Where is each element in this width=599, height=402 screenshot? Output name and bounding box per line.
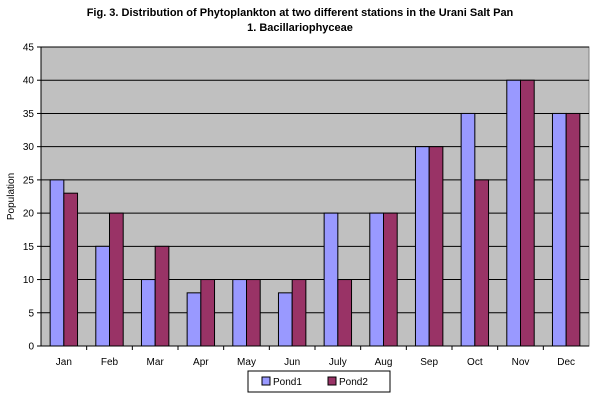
axes <box>37 46 589 350</box>
x-tick-label: Oct <box>467 357 483 368</box>
x-tick-labels: Jan Feb Mar Apr May Jun July Aug Sep Oct Nov Dec <box>56 357 575 368</box>
bar-pond2-apr <box>200 279 216 347</box>
y-tick-label: 45 <box>23 43 35 54</box>
x-tick-label: Jan <box>56 357 72 368</box>
y-tick-labels: 0 5 10 15 20 25 30 35 40 45 <box>23 43 35 353</box>
legend: Pond1 Pond2 <box>247 370 391 393</box>
x-tick-label: Aug <box>375 357 393 368</box>
legend-box <box>247 370 391 393</box>
plot-area <box>40 46 590 347</box>
bar-pond1-oct <box>460 112 476 347</box>
y-tick-label: 25 <box>23 175 35 186</box>
legend-swatch-pond2 <box>327 376 337 386</box>
legend-label-pond1: Pond1 <box>273 377 302 388</box>
y-tick-label: 5 <box>28 308 34 319</box>
bar-pond2-feb <box>109 212 124 347</box>
bar-pond1-nov <box>506 79 521 347</box>
bar-pond1-mar <box>140 279 156 347</box>
chart-subtitle: 1. Bacillariophyceae <box>247 22 353 34</box>
legend-label-pond2: Pond2 <box>339 377 368 388</box>
x-tick-label: Jun <box>284 357 300 368</box>
chart-title: Fig. 3. Distribution of Phytoplankton at… <box>87 7 514 19</box>
bars <box>49 79 581 347</box>
x-tick-label: Sep <box>420 357 438 368</box>
y-tick-label: 15 <box>23 242 35 253</box>
y-tick-label: 0 <box>28 342 34 353</box>
bar-pond2-nov <box>520 79 535 347</box>
bar-pond2-jan <box>63 192 79 347</box>
x-tick-label: Feb <box>101 357 119 368</box>
x-tick-label: July <box>329 357 347 368</box>
y-tick-label: 20 <box>23 209 35 220</box>
bar-pond1-dec <box>551 112 567 347</box>
bar-pond1-may <box>232 279 248 347</box>
bar-pond1-july <box>323 212 339 347</box>
bar-pond2-may <box>246 279 261 347</box>
bar-pond1-apr <box>186 292 202 347</box>
y-tick-label: 10 <box>23 275 35 286</box>
gridlines <box>41 46 589 314</box>
y-tick-label: 40 <box>23 76 35 87</box>
bar-pond2-oct <box>474 179 490 347</box>
y-tick-label: 35 <box>23 109 35 120</box>
x-tick-label: Dec <box>557 357 575 368</box>
bar-pond2-july <box>337 279 353 347</box>
bar-pond2-mar <box>154 245 170 347</box>
bar-pond1-jan <box>49 179 65 347</box>
bar-pond2-sep <box>428 146 444 347</box>
x-tick-label: Nov <box>512 357 530 368</box>
bar-pond1-feb <box>95 245 111 347</box>
y-axis-label: Population <box>6 173 17 220</box>
x-tick-label: Mar <box>147 357 165 368</box>
bar-pond1-aug <box>369 212 384 347</box>
bar-pond2-aug <box>383 212 398 347</box>
bar-pond1-sep <box>414 146 430 347</box>
bar-pond2-dec <box>565 112 581 347</box>
x-tick-label: May <box>237 357 256 368</box>
y-tick-label: 30 <box>23 142 35 153</box>
legend-swatch-pond1 <box>261 376 271 386</box>
bar-pond2-jun <box>291 279 307 347</box>
x-tick-label: Apr <box>193 357 209 368</box>
bar-pond1-jun <box>277 292 293 347</box>
